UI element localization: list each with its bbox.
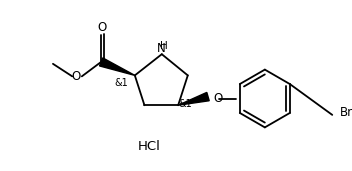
Text: N: N [156, 42, 165, 55]
Text: H: H [160, 41, 168, 51]
Text: &1: &1 [114, 78, 128, 88]
Text: O: O [98, 21, 107, 34]
Text: O: O [214, 92, 223, 105]
Polygon shape [178, 92, 209, 105]
Polygon shape [100, 58, 135, 75]
Text: &1: &1 [178, 99, 192, 109]
Text: Br: Br [340, 106, 352, 120]
Text: O: O [71, 70, 81, 83]
Text: HCl: HCl [138, 140, 161, 153]
